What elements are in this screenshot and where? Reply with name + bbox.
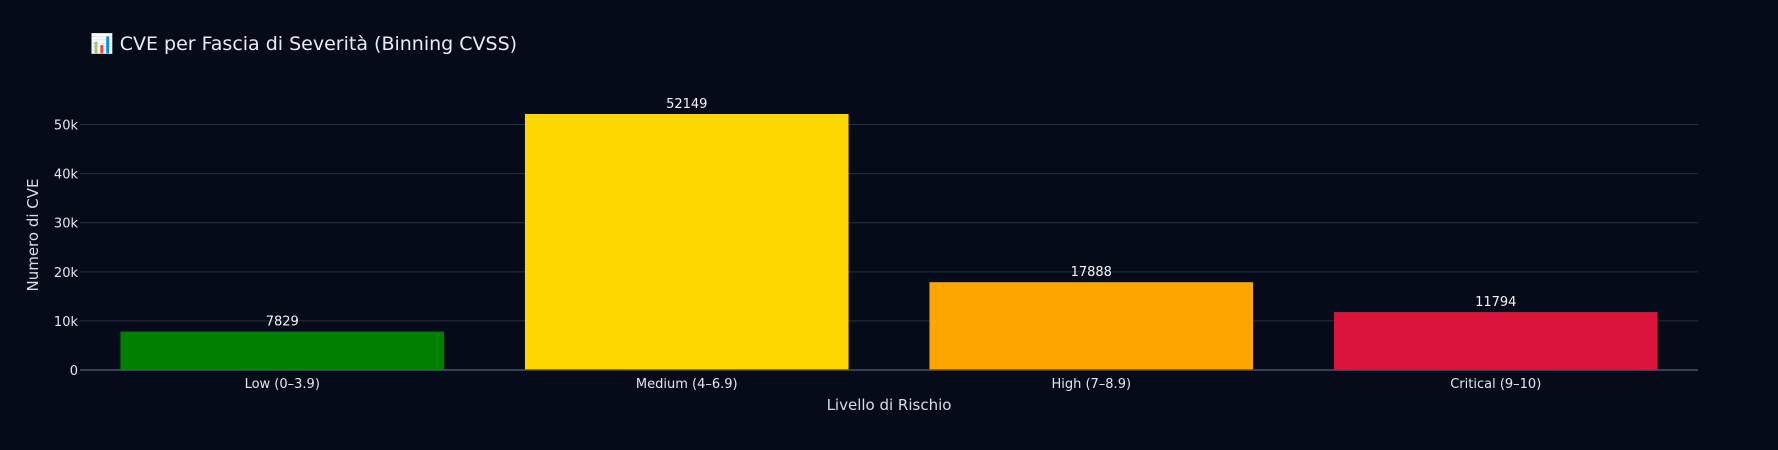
y-tick-label: 50k (54, 119, 79, 134)
x-tick-label: High (7–8.9) (1051, 377, 1131, 392)
y-tick-label: 20k (54, 266, 79, 281)
bars (80, 113, 1698, 371)
y-tick-label: 40k (54, 168, 79, 183)
bar-value-label: 52149 (666, 97, 707, 112)
x-tick-label: Medium (4–6.9) (636, 377, 738, 392)
bar-value-label: 17888 (1071, 265, 1112, 280)
y-axis-ticks: 0 10k 20k 30k 40k 50k (54, 119, 79, 379)
chart-title: 📊 CVE per Fascia di Severità (Binning CV… (90, 32, 517, 55)
x-axis-title: Livello di Rischio (827, 396, 952, 414)
bar-0 (120, 331, 445, 370)
y-tick-label: 30k (54, 217, 79, 232)
y-tick-label: 10k (54, 315, 79, 330)
gridlines (80, 124, 1698, 322)
bar-1 (524, 113, 849, 370)
bar-value-label: 7829 (266, 315, 299, 330)
bar-3 (1333, 312, 1658, 370)
data-labels: 7829 52149 17888 11794 (266, 97, 1517, 330)
bar-2 (929, 282, 1254, 370)
x-tick-label: Low (0–3.9) (245, 377, 320, 392)
x-tick-label: Critical (9–10) (1450, 377, 1541, 392)
x-axis-ticks: Low (0–3.9) Medium (4–6.9) High (7–8.9) Cri… (245, 377, 1542, 392)
y-tick-label: 0 (70, 364, 78, 379)
bar-value-label: 11794 (1475, 295, 1516, 310)
y-axis-title: Numero di CVE (24, 178, 42, 291)
